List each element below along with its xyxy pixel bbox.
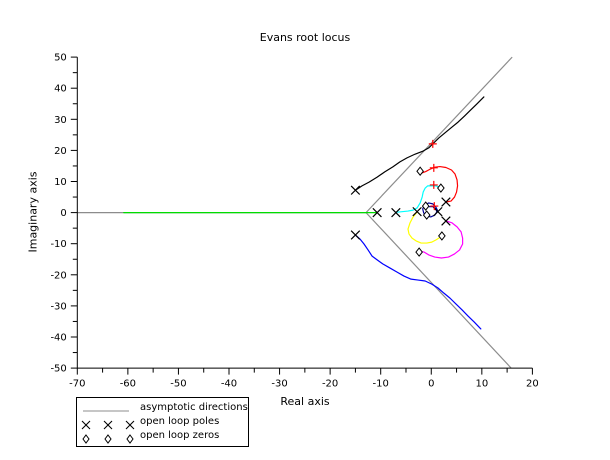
zero-diamond-icon — [81, 430, 135, 444]
y-tick-label: 0 — [60, 208, 66, 219]
x-axis-label: Real axis — [280, 395, 330, 408]
pole-marker — [441, 216, 451, 226]
pole-marker — [441, 197, 451, 207]
pole-marker — [372, 207, 382, 218]
y-tick-label: 20 — [54, 146, 67, 157]
y-tick-label: -50 — [50, 364, 66, 375]
x-tick-label: -50 — [170, 379, 186, 390]
critical-point-marker — [429, 180, 438, 189]
asymptote-ray — [365, 56, 513, 214]
y-tick-label: 10 — [54, 177, 67, 188]
legend-label: open loop poles — [140, 416, 220, 427]
x-tick-label: -40 — [221, 379, 237, 390]
x-tick-label: -70 — [69, 379, 85, 390]
branch-cyan — [395, 185, 442, 213]
critical-point-marker — [429, 163, 438, 172]
branch-red — [421, 165, 459, 203]
critical-point-marker — [428, 139, 437, 148]
legend-label: open loop zeros — [140, 430, 220, 441]
plot-title: Evans root locus — [259, 31, 351, 44]
zero-marker — [437, 183, 445, 193]
x-tick-label: -20 — [322, 379, 338, 390]
y-tick-label: 40 — [54, 84, 67, 95]
legend-label: asymptotic directions — [140, 402, 248, 413]
y-tick-label: -40 — [50, 333, 66, 344]
legend-item-open-loop-poles: open loop poles — [81, 415, 248, 430]
pole-marker — [391, 207, 401, 218]
legend-item-asymptotic-directions: asymptotic directions — [81, 401, 248, 415]
x-tick-label: 20 — [526, 379, 539, 390]
pole-marker — [350, 230, 361, 240]
zero-marker — [421, 201, 430, 211]
legend-item-open-loop-zeros: open loop zeros — [81, 429, 248, 444]
asymptote-line-icon — [81, 402, 135, 414]
legend-box: asymptotic directions open loop poles — [76, 397, 249, 447]
branch-blue — [354, 234, 482, 330]
pole-marker — [433, 206, 443, 217]
y-tick-label: -30 — [50, 301, 66, 312]
pole-cross-icon — [81, 416, 135, 430]
branch-black — [354, 96, 485, 191]
branch-yellow — [407, 211, 442, 244]
branch-magenta — [419, 220, 464, 259]
pole-marker — [350, 185, 361, 195]
asymptote-ray — [365, 212, 512, 369]
x-tick-label: 0 — [428, 379, 434, 390]
zero-marker — [416, 166, 424, 177]
zero-marker — [422, 210, 431, 220]
x-tick-label: -60 — [120, 379, 136, 390]
pole-marker — [412, 206, 422, 217]
y-tick-label: 30 — [54, 115, 67, 126]
zero-marker — [415, 247, 423, 257]
x-tick-label: 10 — [475, 379, 488, 390]
critical-point-marker — [430, 202, 439, 211]
zero-marker — [438, 231, 446, 241]
x-tick-label: -10 — [373, 379, 389, 390]
y-tick-label: 50 — [54, 53, 67, 64]
y-axis-label: Imaginary axis — [26, 171, 40, 253]
y-tick-label: -10 — [50, 239, 66, 250]
y-tick-label: -20 — [50, 270, 66, 281]
x-tick-label: -30 — [271, 379, 287, 390]
